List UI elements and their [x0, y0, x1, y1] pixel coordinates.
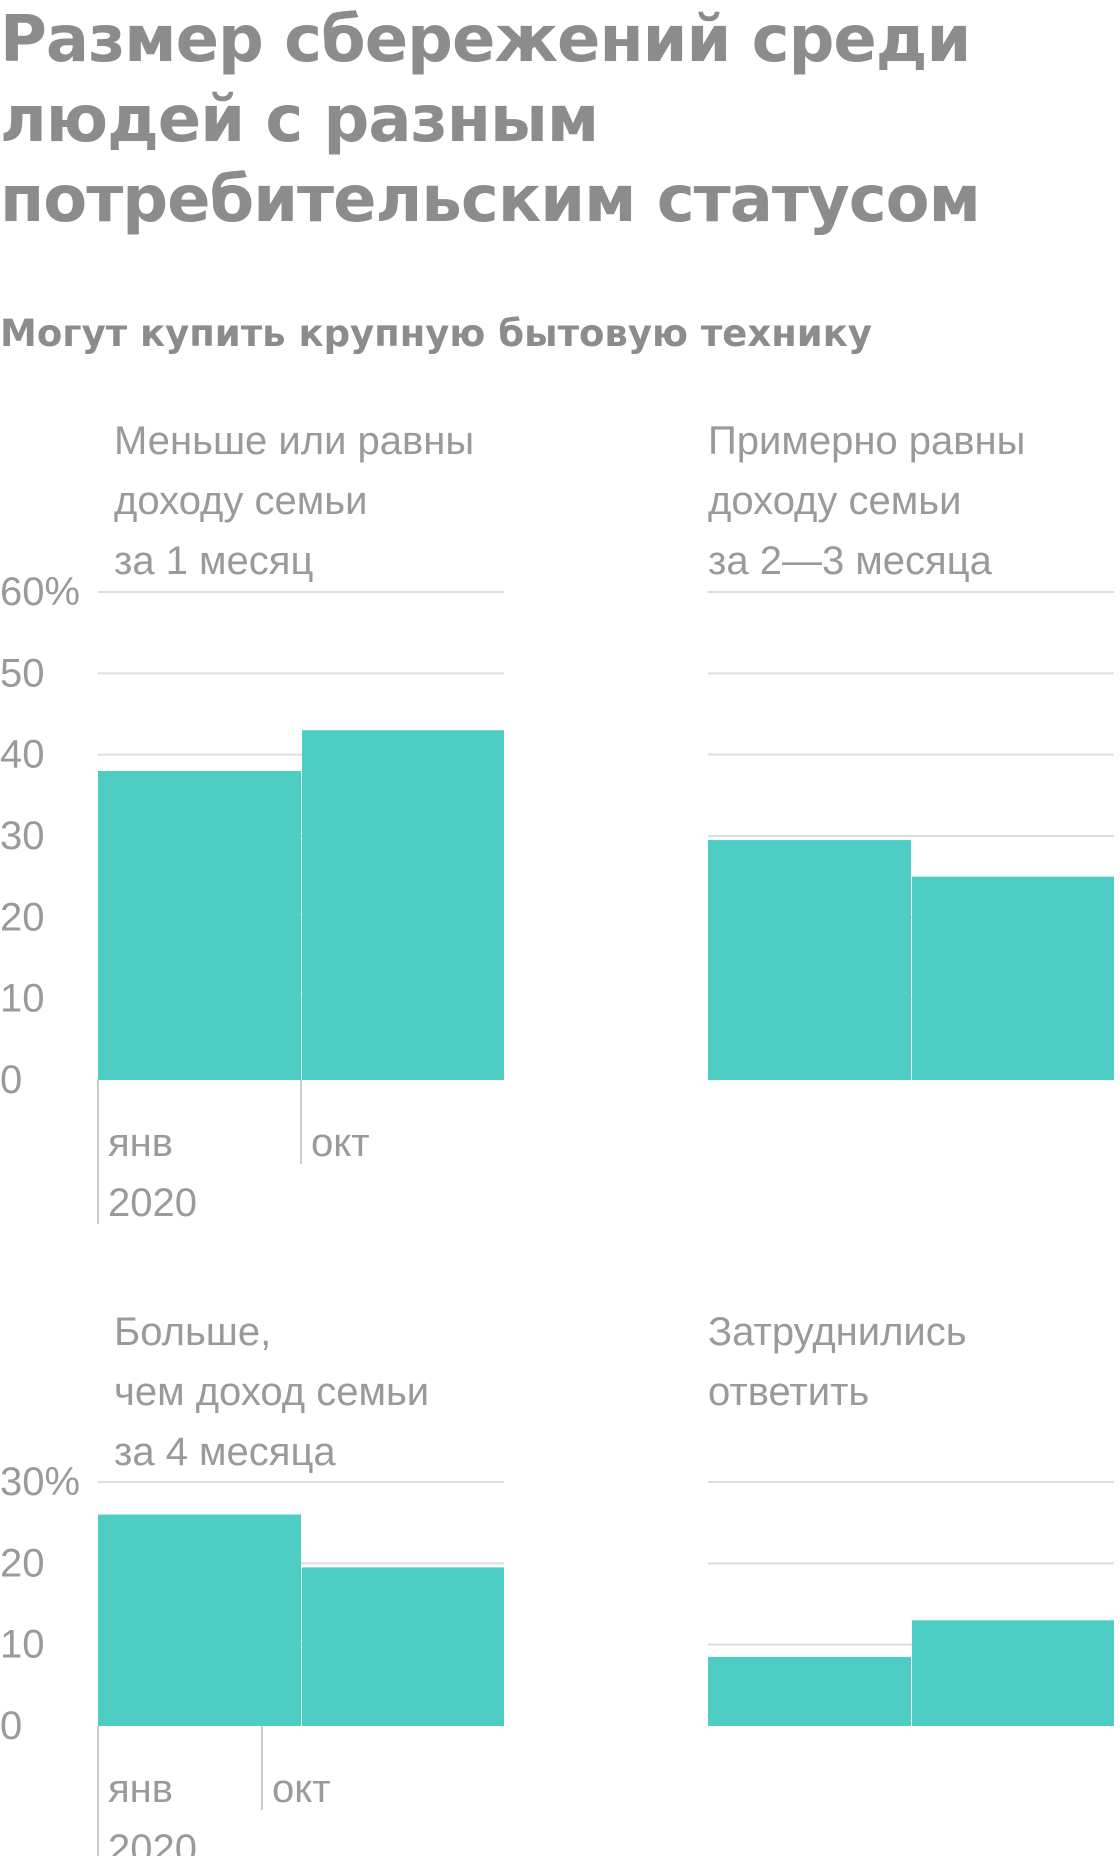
panel-1-y-tick-label: 40 — [0, 733, 45, 777]
panel-1-y-tick-label: 20 — [0, 895, 45, 939]
panel-3-bar-2 — [302, 1567, 504, 1726]
panel-2-title-line: доходу семьи — [708, 479, 961, 523]
panel-3-x-tick-label: окт — [272, 1767, 331, 1811]
panel-3-y-tick-label: 20 — [0, 1541, 45, 1585]
panel-3-x-tick-label: янв — [108, 1767, 173, 1811]
panel-4-title-line: ответить — [708, 1370, 869, 1414]
panel-3-title-line: за 4 месяца — [114, 1430, 336, 1474]
panel-1-y-tick-label: 60% — [0, 570, 80, 614]
panel-1-x-tick-label: 2020 — [108, 1181, 197, 1225]
panel-1-title-line: за 1 месяц — [114, 539, 313, 583]
panel-3-y-tick-label: 30% — [0, 1460, 80, 1504]
panel-3-title-line: Больше, — [114, 1310, 271, 1354]
panel-3-title-line: чем доход семьи — [114, 1370, 429, 1414]
panel-1-x-tick-label: янв — [108, 1121, 173, 1165]
panel-3-y-tick-label: 0 — [0, 1704, 22, 1748]
panel-1-bar-2 — [302, 730, 504, 1080]
panel-2-bar-1 — [708, 840, 911, 1080]
chart-subtitle: Могут купить крупную бытовую технику — [0, 312, 872, 355]
panel-1-y-tick-label: 0 — [0, 1058, 22, 1102]
panel-1-y-tick-label: 30 — [0, 814, 45, 858]
panel-1-bar-1 — [98, 770, 301, 1080]
panel-2-title-line: за 2—3 месяца — [708, 539, 993, 583]
panel-2-bar-2 — [912, 876, 1114, 1080]
panel-1-title-line: Меньше или равны — [114, 419, 474, 463]
panel-3-y-tick-label: 10 — [0, 1623, 45, 1667]
panel-4-title-line: Затруднились — [708, 1310, 967, 1354]
panel-4-bar-2 — [912, 1620, 1114, 1726]
panel-1-title-line: доходу семьи — [114, 479, 367, 523]
panel-2-title-line: Примерно равны — [708, 419, 1025, 463]
panel-1-y-tick-label: 10 — [0, 977, 45, 1021]
panel-3-x-tick-label: 2020 — [108, 1827, 197, 1856]
panel-4-bar-1 — [708, 1656, 911, 1726]
panel-1-y-tick-label: 50 — [0, 651, 45, 695]
chart-title: Размер сбережений среди людей с разным п… — [0, 3, 981, 237]
panel-3-bar-1 — [98, 1514, 301, 1726]
panel-1-x-tick-label: окт — [311, 1121, 370, 1165]
